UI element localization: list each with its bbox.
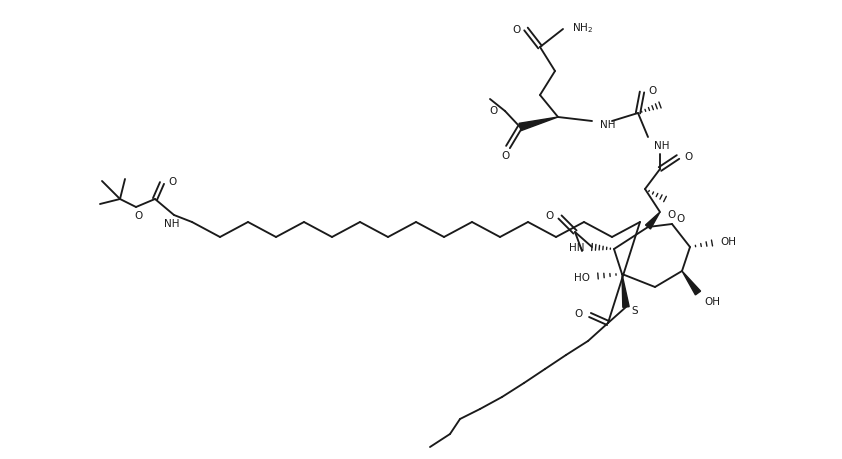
Text: NH: NH [600, 120, 616, 130]
Text: O: O [513, 25, 521, 35]
Text: O: O [684, 151, 692, 162]
Text: S: S [631, 305, 637, 315]
Polygon shape [519, 118, 558, 131]
Text: OH: OH [704, 297, 720, 306]
Text: O: O [575, 308, 583, 318]
Polygon shape [622, 274, 629, 308]
Text: O: O [134, 211, 142, 220]
Polygon shape [682, 271, 701, 295]
Text: O: O [490, 106, 498, 116]
Text: NH: NH [654, 141, 669, 151]
Text: O: O [168, 177, 176, 187]
Text: HN: HN [568, 242, 584, 252]
Text: NH: NH [164, 218, 179, 229]
Text: HO: HO [574, 272, 590, 282]
Polygon shape [646, 213, 660, 230]
Text: O: O [667, 210, 675, 219]
Text: OH: OH [720, 236, 736, 246]
Text: NH$_2$: NH$_2$ [572, 21, 593, 35]
Text: O: O [648, 86, 656, 96]
Text: O: O [502, 151, 510, 161]
Text: O: O [546, 211, 554, 220]
Text: O: O [676, 213, 685, 224]
